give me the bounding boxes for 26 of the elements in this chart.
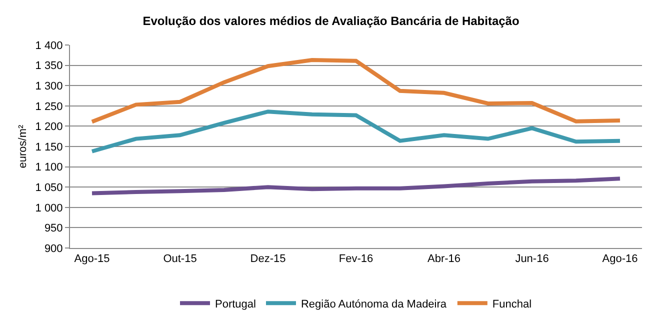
y-tick-label: 1 250 (35, 100, 63, 113)
chart-title: Evolução dos valores médios de Avaliação Bancária de Habitação (142, 14, 520, 28)
legend-label: Região Autónoma da Madeira (300, 298, 448, 310)
line-series (90, 58, 622, 124)
line-series (90, 110, 622, 154)
y-tick-label: 1 200 (35, 121, 63, 134)
y-tick-label: 1 350 (35, 60, 63, 72)
x-tick-label: Jun-16 (515, 253, 549, 266)
y-tick-label: 1 000 (35, 202, 63, 214)
y-tick-label: 1 400 (35, 40, 63, 52)
x-tick-label: Dez-15 (250, 253, 286, 266)
y-tick-label: 1 300 (35, 80, 63, 92)
y-axis-title: euros/m² (16, 124, 29, 168)
line-series (90, 176, 622, 196)
legend-label: Portugal (215, 298, 256, 310)
x-tick-label: Fev-16 (338, 253, 374, 266)
y-tick-label: 900 (44, 242, 63, 255)
y-tick-label: 1 150 (35, 141, 63, 154)
x-tick-label: Ago-16 (602, 253, 638, 266)
x-tick-label: Out-15 (163, 253, 197, 266)
x-tick-label: Ago-15 (74, 253, 110, 266)
y-tick-label: 1 100 (35, 162, 63, 174)
y-tick-label: 950 (44, 222, 63, 235)
x-tick-label: Abr-16 (427, 253, 461, 266)
legend-label: Funchal (492, 298, 532, 310)
y-tick-label: 1 050 (35, 182, 63, 194)
